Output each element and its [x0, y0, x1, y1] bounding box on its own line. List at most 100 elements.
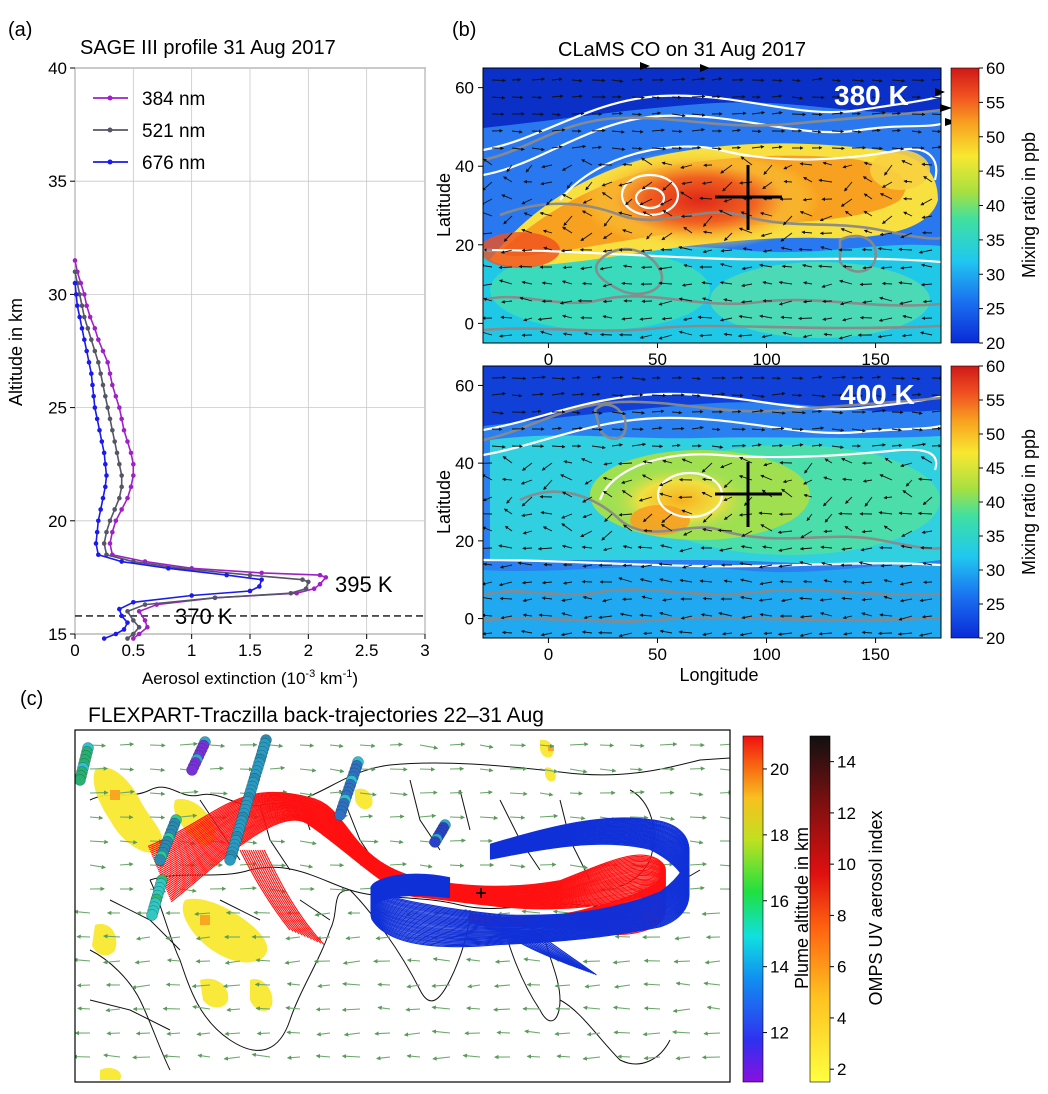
plume-dot	[75, 774, 86, 786]
wind-arrow	[842, 579, 853, 584]
wind-arrow	[719, 262, 733, 268]
wind-arrow	[917, 511, 933, 516]
wind-arrow	[132, 1055, 151, 1060]
legend-marker	[107, 159, 113, 165]
wind-arrow	[483, 631, 493, 636]
wind-arrow	[742, 247, 753, 251]
wind-arrow	[539, 862, 557, 867]
wind-arrow	[483, 562, 493, 567]
wind-arrow	[719, 864, 730, 867]
wind-arrow	[880, 563, 893, 568]
wind-arrow	[580, 266, 593, 271]
panel-a-ylabel: Altitude in km	[6, 298, 26, 406]
wind-arrow	[389, 839, 404, 845]
cb-tick-label: 20	[986, 629, 1005, 648]
wind-arrow	[738, 513, 753, 517]
wind-arrow	[701, 281, 713, 285]
wind-arrow	[831, 375, 847, 380]
data-point	[94, 416, 100, 422]
data-point	[100, 382, 106, 388]
wind-arrow	[822, 317, 833, 321]
wind-arrow	[503, 232, 513, 242]
wind-arrow	[135, 1031, 151, 1036]
trajectory-red-branch	[257, 849, 316, 941]
data-point	[107, 416, 113, 422]
wind-arrow	[683, 530, 693, 536]
wind-arrow	[591, 411, 603, 415]
data-point	[78, 280, 84, 286]
wind-arrow	[921, 263, 933, 268]
wind-arrow	[611, 393, 624, 398]
wind-arrow	[758, 564, 773, 569]
data-point	[79, 303, 85, 309]
wind-arrow	[731, 111, 747, 116]
wind-arrow	[723, 198, 733, 203]
wind-arrow	[611, 411, 627, 416]
data-point	[73, 292, 79, 297]
data-point	[90, 382, 95, 388]
wind-arrow	[761, 334, 773, 339]
wind-arrow	[559, 300, 573, 305]
wind-arrow	[465, 957, 481, 962]
wind-arrow	[778, 564, 793, 568]
wind-arrow	[403, 1032, 421, 1037]
wind-arrow	[119, 789, 135, 795]
wind-arrow	[898, 247, 913, 252]
wind-arrow	[738, 475, 753, 481]
wind-arrow	[691, 145, 702, 150]
wind-arrow	[762, 181, 773, 190]
wind-arrow	[641, 181, 653, 190]
wind-arrow	[672, 1029, 691, 1035]
plume-dot	[186, 764, 198, 776]
wind-arrow	[618, 632, 633, 638]
wind-arrow	[377, 982, 391, 987]
wind-arrow	[521, 280, 533, 285]
wind-arrow	[651, 111, 662, 116]
wind-arrow	[822, 299, 833, 304]
wind-arrow	[739, 181, 753, 185]
wind-arrow	[551, 77, 563, 82]
wind-arrow	[791, 78, 801, 83]
wind-arrow	[799, 210, 813, 217]
wind-arrow	[315, 1053, 331, 1059]
data-point	[119, 416, 124, 422]
wind-arrow	[571, 111, 585, 116]
wind-arrow	[561, 598, 573, 602]
wind-arrow	[637, 545, 653, 550]
wind-arrow	[658, 300, 673, 306]
wind-arrow	[931, 113, 941, 115]
wind-arrow	[561, 193, 573, 200]
wind-arrow	[801, 230, 813, 235]
wind-arrow	[821, 283, 833, 288]
plume-dot	[334, 809, 346, 821]
wind-arrow	[483, 283, 493, 286]
wind-arrow	[703, 981, 721, 986]
wind-arrow	[741, 283, 753, 288]
wind-arrow	[739, 578, 753, 583]
wind-arrow	[779, 579, 793, 584]
wind-arrow	[659, 492, 673, 498]
wind-arrow	[823, 529, 833, 534]
data-point	[125, 439, 130, 444]
wind-arrow	[540, 181, 553, 186]
data-point	[247, 588, 253, 594]
trajectory-red-branch	[263, 849, 325, 945]
wind-arrow	[831, 428, 845, 432]
wind-arrow	[702, 564, 713, 569]
wind-arrow	[541, 281, 553, 285]
wind-arrow	[598, 615, 613, 620]
series-line	[74, 271, 310, 640]
wind-arrow	[738, 227, 753, 234]
wind-arrow	[561, 612, 573, 617]
wind-arrow	[883, 495, 893, 500]
wind-arrow	[820, 612, 833, 617]
wind-arrow	[342, 981, 361, 987]
wind-arrow	[661, 316, 673, 321]
wind-arrow	[798, 247, 813, 252]
wind-arrow	[811, 394, 826, 398]
data-point	[117, 606, 122, 612]
wind-arrow	[631, 112, 643, 117]
wind-arrow	[704, 960, 721, 965]
wind-arrow	[722, 632, 733, 636]
